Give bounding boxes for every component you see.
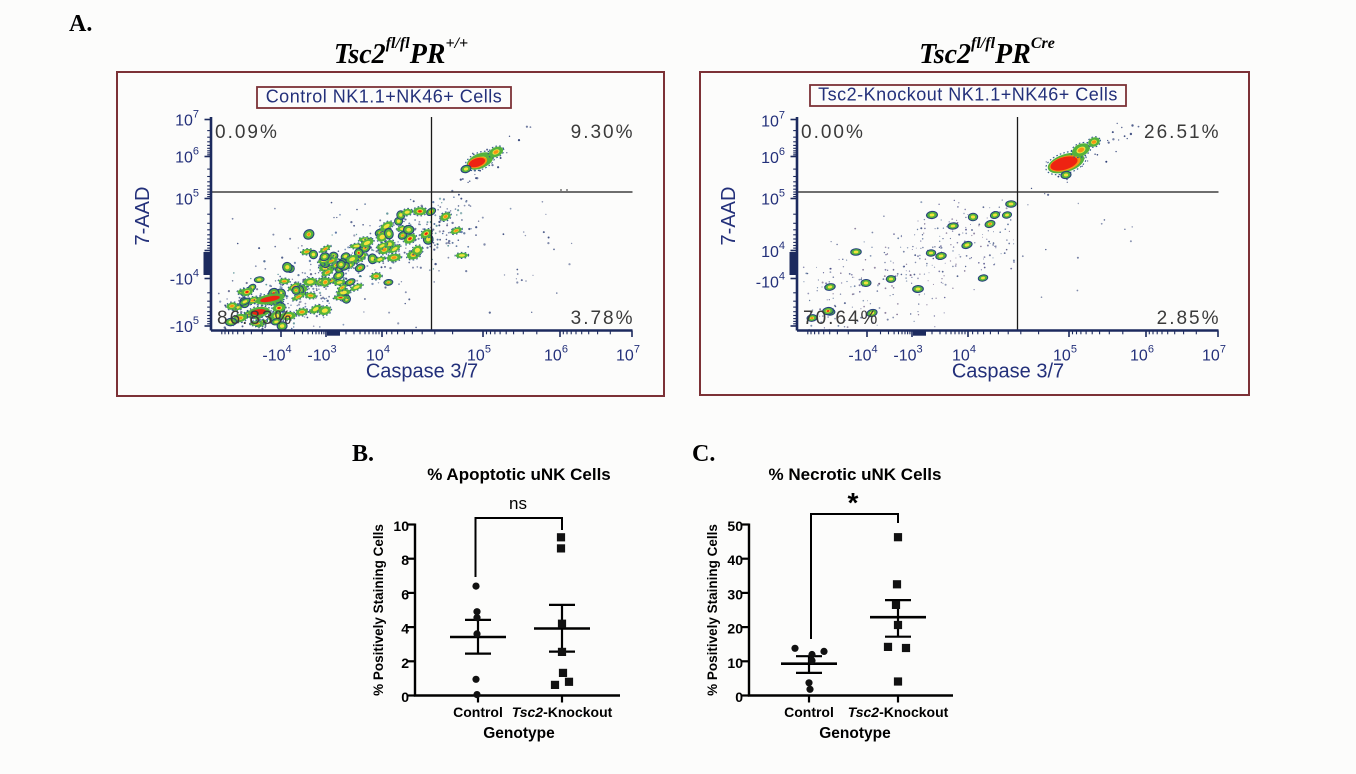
- svg-text:Caspase 3/7: Caspase 3/7: [366, 361, 478, 383]
- svg-text:4: 4: [401, 621, 409, 637]
- svg-text:% Apoptotic uNK Cells: % Apoptotic uNK Cells: [427, 465, 611, 484]
- svg-text:2: 2: [401, 655, 409, 671]
- svg-text:-103: -103: [893, 344, 922, 365]
- svg-text:% Positively Staining Cells: % Positively Staining Cells: [371, 524, 386, 696]
- svg-text:0: 0: [735, 689, 743, 705]
- svg-text:105: 105: [175, 188, 199, 209]
- svg-text:Genotype: Genotype: [483, 725, 555, 742]
- svg-text:2.85%: 2.85%: [1157, 308, 1221, 329]
- svg-text:C.: C.: [692, 441, 715, 467]
- svg-text:3.78%: 3.78%: [571, 308, 635, 329]
- svg-text:B.: B.: [352, 441, 374, 467]
- svg-text:0.09%: 0.09%: [215, 122, 279, 143]
- svg-text:% Necrotic uNK Cells: % Necrotic uNK Cells: [769, 465, 942, 484]
- svg-text:106: 106: [761, 146, 785, 167]
- svg-text:7-AAD: 7-AAD: [132, 187, 154, 246]
- svg-text:-105: -105: [170, 315, 199, 336]
- svg-text:6: 6: [401, 586, 409, 602]
- svg-text:7-AAD: 7-AAD: [718, 187, 740, 246]
- svg-text:10: 10: [727, 655, 743, 671]
- svg-text:105: 105: [761, 188, 785, 209]
- svg-text:Tsc2-Knockout: Tsc2-Knockout: [512, 704, 613, 720]
- svg-text:106: 106: [1130, 344, 1154, 365]
- svg-text:-104: -104: [170, 268, 199, 289]
- svg-text:Control: Control: [453, 704, 503, 720]
- svg-text:10: 10: [393, 518, 409, 534]
- svg-text:0: 0: [401, 689, 409, 705]
- svg-text:*: *: [848, 487, 859, 518]
- svg-text:ns: ns: [509, 494, 527, 513]
- svg-text:Tsc2fl/flPRCre: Tsc2fl/flPRCre: [919, 35, 1055, 70]
- svg-text:Tsc2fl/flPR+/+: Tsc2fl/flPR+/+: [334, 35, 468, 70]
- svg-text:-104: -104: [756, 271, 785, 292]
- svg-text:50: 50: [727, 518, 743, 534]
- svg-text:-103: -103: [307, 344, 336, 365]
- svg-text:107: 107: [1202, 344, 1226, 365]
- svg-text:30: 30: [727, 586, 743, 602]
- svg-text:A.: A.: [69, 11, 92, 37]
- svg-text:Tsc2-Knockout: Tsc2-Knockout: [848, 704, 949, 720]
- svg-text:86.83%: 86.83%: [217, 308, 293, 329]
- svg-text:40: 40: [727, 552, 743, 568]
- svg-text:104: 104: [761, 240, 785, 261]
- svg-text:20: 20: [727, 621, 743, 637]
- svg-text:-104: -104: [262, 344, 291, 365]
- svg-text:26.51%: 26.51%: [1144, 122, 1220, 143]
- svg-text:107: 107: [616, 344, 640, 365]
- svg-text:107: 107: [761, 110, 785, 131]
- svg-text:106: 106: [544, 344, 568, 365]
- svg-text:0.00%: 0.00%: [801, 122, 865, 143]
- svg-text:Control: Control: [784, 704, 834, 720]
- svg-text:106: 106: [175, 146, 199, 167]
- svg-text:70.64%: 70.64%: [803, 308, 879, 329]
- svg-text:% Positively Staining Cells: % Positively Staining Cells: [705, 524, 720, 696]
- svg-text:Control NK1.1+NK46+ Cells: Control NK1.1+NK46+ Cells: [266, 87, 503, 107]
- svg-text:107: 107: [175, 109, 199, 130]
- svg-text:Genotype: Genotype: [819, 725, 891, 742]
- svg-text:Tsc2-Knockout NK1.1+NK46+ Cell: Tsc2-Knockout NK1.1+NK46+ Cells: [818, 85, 1118, 105]
- svg-text:8: 8: [401, 552, 409, 568]
- svg-text:Caspase 3/7: Caspase 3/7: [952, 361, 1064, 383]
- svg-text:-104: -104: [848, 344, 877, 365]
- svg-text:9.30%: 9.30%: [571, 122, 635, 143]
